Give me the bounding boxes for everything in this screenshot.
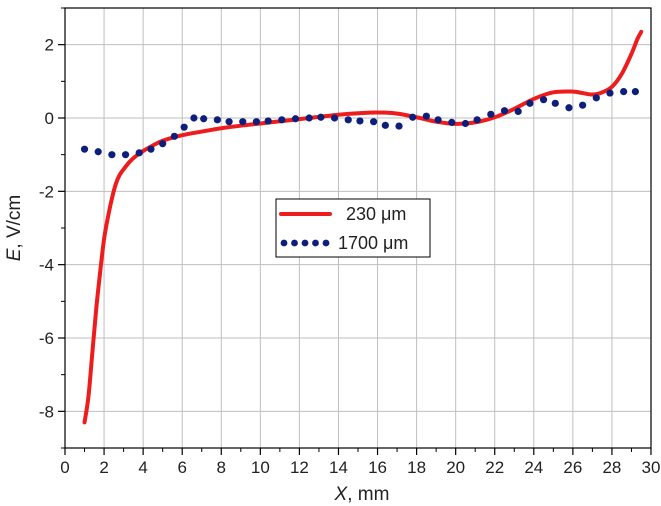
x-tick-label: 30 xyxy=(642,458,661,477)
legend-label-230um: 230 μm xyxy=(346,204,406,224)
data-point-1700um xyxy=(434,116,442,124)
legend-label-1700um: 1700 μm xyxy=(338,233,408,253)
data-point-1700um xyxy=(620,88,628,96)
x-tick-label: 24 xyxy=(524,458,543,477)
x-tick-label: 2 xyxy=(99,458,108,477)
y-axis-var: E xyxy=(4,248,25,261)
y-tick-label: -4 xyxy=(39,256,54,275)
x-tick-label: 6 xyxy=(177,458,186,477)
data-point-1700um xyxy=(409,113,417,121)
data-point-1700um xyxy=(213,116,221,124)
y-tick-label: 2 xyxy=(45,36,54,55)
y-tick-label: 0 xyxy=(45,109,54,128)
data-point-1700um xyxy=(291,115,300,123)
tick-labels: 0 2 4 6 8 10 12 14 16 18 20 22 24 26 28 30-8-6-4-202 xyxy=(39,36,661,477)
data-point-1700um xyxy=(239,118,247,126)
data-point-1700um xyxy=(252,118,261,126)
x-tick-label: 16 xyxy=(368,458,387,477)
x-tick-label: 0 xyxy=(60,458,69,477)
x-tick-label: 18 xyxy=(407,458,426,477)
x-tick-label: 10 xyxy=(251,458,270,477)
x-tick-label: 20 xyxy=(446,458,465,477)
x-tick-label: 8 xyxy=(217,458,226,477)
data-point-1700um xyxy=(487,110,495,118)
legend-dot xyxy=(312,239,319,247)
data-point-1700um xyxy=(121,151,130,159)
x-tick-label: 4 xyxy=(138,458,147,477)
data-point-1700um xyxy=(551,99,559,107)
x-tick-label: 26 xyxy=(563,458,582,477)
legend-swatch-1700um xyxy=(280,239,330,247)
x-axis-label: X, mm xyxy=(334,484,390,505)
legend: 230 μm 1700 μm xyxy=(275,198,431,258)
series-line-230um xyxy=(82,29,644,425)
data-point-1700um xyxy=(344,116,352,124)
data-point-1700um xyxy=(278,116,286,124)
data-point-1700um xyxy=(579,101,587,109)
data-point-1700um xyxy=(461,119,470,128)
data-point-1700um xyxy=(473,116,481,124)
data-point-1700um xyxy=(395,122,403,130)
data-point-1700um xyxy=(264,117,272,125)
data-point-1700um xyxy=(448,118,456,126)
data-point-1700um xyxy=(135,149,143,157)
data-point-1700um xyxy=(356,117,364,125)
data-point-1700um xyxy=(108,151,116,159)
y-tick-label: -2 xyxy=(39,182,54,201)
y-tick-label: -8 xyxy=(39,402,54,421)
data-point-1700um xyxy=(170,132,178,140)
y-tick-label: -6 xyxy=(39,329,54,348)
data-point-1700um xyxy=(514,107,522,115)
legend-dot xyxy=(301,239,309,247)
data-point-1700um xyxy=(147,145,155,153)
data-point-1700um xyxy=(422,112,430,120)
data-point-1700um xyxy=(225,118,233,126)
legend-dot xyxy=(322,239,330,247)
legend-dot xyxy=(291,239,298,247)
data-point-1700um xyxy=(500,107,509,115)
x-axis-unit: , mm xyxy=(347,484,389,505)
data-point-1700um xyxy=(381,121,389,129)
data-point-1700um xyxy=(565,104,573,112)
data-point-1700um xyxy=(526,99,534,107)
data-point-1700um xyxy=(539,96,548,104)
y-axis-unit: , V/cm xyxy=(4,195,25,249)
data-point-1700um xyxy=(592,94,600,102)
x-tick-label: 28 xyxy=(602,458,621,477)
x-tick-label: 22 xyxy=(485,458,504,477)
data-point-1700um xyxy=(631,88,639,96)
data-point-1700um xyxy=(370,118,378,126)
data-point-1700um xyxy=(180,123,188,131)
y-axis-label: E, V/cm xyxy=(4,195,25,262)
data-point-1700um xyxy=(317,113,325,121)
data-point-1700um xyxy=(606,89,614,97)
axes xyxy=(58,7,652,455)
data-point-1700um xyxy=(190,114,198,122)
data-point-1700um xyxy=(200,115,208,123)
data-point-1700um xyxy=(80,145,89,153)
x-tick-label: 12 xyxy=(290,458,309,477)
data-point-1700um xyxy=(330,114,339,122)
series-layer xyxy=(80,29,644,425)
x-tick-label: 14 xyxy=(329,458,348,477)
data-point-1700um xyxy=(305,114,313,122)
data-point-1700um xyxy=(94,148,102,156)
grid xyxy=(65,8,651,448)
legend-box xyxy=(275,198,431,258)
x-axis-var: X xyxy=(334,484,349,505)
data-point-1700um xyxy=(159,140,167,148)
legend-dot xyxy=(280,239,288,247)
